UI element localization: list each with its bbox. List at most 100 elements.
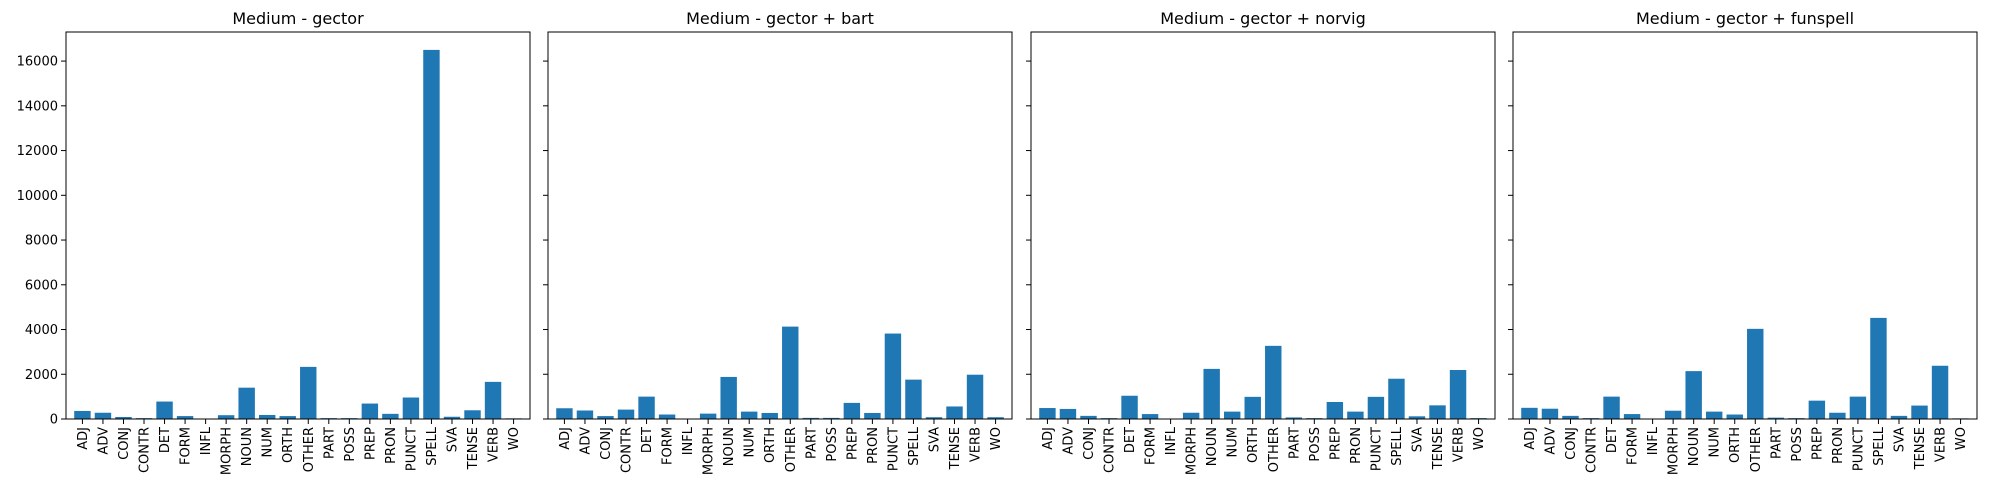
- x-tick-label-adj: ADJ: [558, 427, 573, 450]
- bar-adj: [74, 410, 91, 419]
- y-tick-label: 4000: [25, 323, 58, 338]
- axes-frame: [1030, 31, 1496, 420]
- chart-panel-2: Medium - gector + bart ADJ ADV CONJ CONTR DET…: [543, 9, 1013, 475]
- bar-noun: [238, 387, 255, 419]
- chart-title: Medium - gector: [232, 9, 364, 28]
- x-tick-label-orth: ORTH: [1728, 427, 1743, 463]
- bar-spell: [1388, 378, 1405, 419]
- bar-tense: [464, 410, 481, 419]
- x-tick-label-tense: TENSE: [1431, 427, 1446, 470]
- bar-det: [156, 401, 173, 419]
- x-tick-label-other: OTHER: [784, 427, 799, 472]
- x-tick-label-other: OTHER: [1749, 427, 1764, 472]
- bar-pron: [1829, 412, 1846, 419]
- x-tick-label-pron: PRON: [866, 427, 881, 464]
- x-tick-label-form: FORM: [179, 427, 194, 465]
- x-tick-label-orth: ORTH: [281, 427, 296, 463]
- bar-noun: [1685, 371, 1702, 419]
- x-tick-label-other: OTHER: [1267, 427, 1282, 472]
- x-tick-label-tense: TENSE: [1913, 427, 1928, 470]
- chart-panel-3: Medium - gector + norvig ADJ ADV CONJ CONTR D…: [1026, 9, 1496, 475]
- bar-other: [782, 326, 799, 419]
- bar-morph: [1182, 412, 1200, 419]
- x-tick-label-num: NUM: [1226, 427, 1241, 457]
- x-tick-label-noun: NOUN: [240, 427, 255, 466]
- x-tick-label-det: DET: [158, 427, 173, 453]
- bar-form: [658, 414, 676, 419]
- bar-adv: [576, 410, 594, 419]
- x-tick-label-wo: WO: [1954, 427, 1969, 450]
- bar-pron: [864, 412, 881, 419]
- bar-orth: [761, 412, 778, 419]
- x-tick-label-other: OTHER: [302, 427, 317, 472]
- x-tick-label-sva: SVA: [927, 427, 942, 452]
- chart-title: Medium - gector + norvig: [1160, 9, 1366, 28]
- bar-other: [1747, 328, 1764, 419]
- x-tick-label-morph: MORPH: [1667, 427, 1682, 475]
- bar-num: [740, 411, 758, 419]
- bar-other: [300, 366, 317, 419]
- x-tick-label-punct: PUNCT: [404, 427, 419, 471]
- x-tick-label-morph: MORPH: [1185, 427, 1200, 475]
- x-tick-label-adv: ADV: [96, 427, 111, 455]
- x-tick-label-det: DET: [1605, 427, 1620, 453]
- bar-prep: [843, 402, 861, 419]
- bar-adj: [556, 408, 573, 419]
- bar-sva: [443, 416, 461, 419]
- bar-conj: [1080, 415, 1097, 419]
- chart-panel-4: Medium - gector + funspell ADJ ADV CONJ CONT…: [1508, 9, 1978, 475]
- x-tick-label-poss: POSS: [343, 427, 358, 462]
- x-tick-label-pron: PRON: [1349, 427, 1364, 464]
- y-tick-label: 14000: [17, 99, 58, 114]
- bar-form: [1623, 414, 1641, 419]
- y-tick-label: 2000: [25, 368, 58, 383]
- bar-punct: [1849, 396, 1867, 419]
- x-tick-label-adj: ADJ: [1523, 427, 1538, 450]
- x-tick-label-sva: SVA: [1892, 427, 1907, 452]
- bar-sva: [1890, 415, 1908, 419]
- bar-noun: [1203, 368, 1220, 419]
- x-tick-label-prep: PREP: [363, 427, 378, 460]
- x-tick-label-adj: ADJ: [1041, 427, 1056, 450]
- bar-orth: [1244, 396, 1261, 419]
- x-tick-label-contr: CONTR: [138, 427, 153, 473]
- x-tick-label-noun: NOUN: [722, 427, 737, 466]
- bar-det: [638, 396, 655, 419]
- x-tick-label-verb: VERB: [487, 427, 502, 462]
- x-tick-label-verb: VERB: [1934, 427, 1949, 462]
- x-tick-label-infl: INFL: [681, 426, 696, 455]
- bar-prep: [1808, 400, 1826, 419]
- axes-frame: [547, 31, 1013, 420]
- bar-pron: [1347, 411, 1364, 419]
- x-tick-label-prep: PREP: [845, 427, 860, 460]
- bar-noun: [720, 376, 737, 419]
- x-tick-label-adj: ADJ: [76, 427, 91, 450]
- bar-spell: [423, 49, 440, 420]
- bar-adv: [1059, 408, 1077, 419]
- x-tick-label-infl: INFL: [1646, 426, 1661, 455]
- x-tick-label-wo: WO: [507, 427, 522, 450]
- x-tick-label-contr: CONTR: [620, 427, 635, 473]
- x-tick-label-punct: PUNCT: [886, 427, 901, 471]
- bar-det: [1121, 395, 1138, 419]
- x-tick-label-conj: CONJ: [1082, 427, 1097, 460]
- bar-adj: [1039, 408, 1056, 419]
- y-tick-label: 8000: [25, 234, 58, 249]
- bar-tense: [1911, 405, 1928, 419]
- x-tick-label-infl: INFL: [199, 426, 214, 455]
- bar-contr: [617, 409, 635, 419]
- x-tick-label-num: NUM: [1708, 427, 1723, 457]
- y-tick-label: 16000: [17, 55, 58, 70]
- x-tick-label-adv: ADV: [1061, 427, 1076, 455]
- x-tick-label-prep: PREP: [1328, 427, 1343, 460]
- x-tick-label-morph: MORPH: [220, 427, 235, 475]
- bar-tense: [1429, 405, 1446, 419]
- x-tick-label-adv: ADV: [578, 427, 593, 455]
- bar-prep: [361, 403, 379, 419]
- bar-sva: [925, 417, 943, 419]
- x-tick-label-adv: ADV: [1543, 427, 1558, 455]
- bar-poss: [823, 417, 840, 419]
- x-tick-label-form: FORM: [1144, 427, 1159, 465]
- x-tick-label-conj: CONJ: [1564, 427, 1579, 460]
- x-tick-label-contr: CONTR: [1585, 427, 1600, 473]
